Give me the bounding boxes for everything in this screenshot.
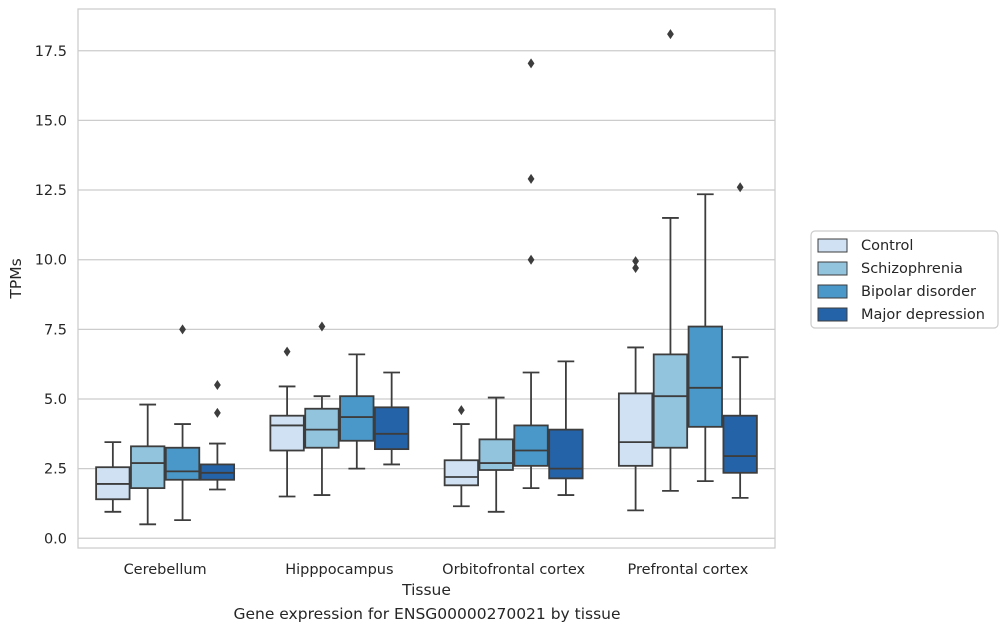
legend-item: Bipolar disorder: [817, 284, 976, 300]
outlier-point: [318, 321, 326, 332]
category-group: [269, 321, 410, 498]
iqr-box: [548, 428, 584, 480]
y-axis-label: TPMs: [7, 258, 25, 299]
legend: Control Schizophrenia Bipolar disorder Majo…: [810, 230, 999, 329]
iqr-box: [374, 406, 410, 451]
box-control: [95, 441, 131, 513]
y-tick-label: 5.0: [44, 392, 67, 408]
outlier-point: [632, 263, 639, 274]
box-major-depression: [722, 182, 758, 499]
y-tick-label: 2.5: [44, 462, 67, 478]
box-schizophrenia: [130, 403, 166, 526]
outlier-point: [736, 182, 744, 193]
box-bipolar-disorder: [339, 353, 375, 470]
figure-caption: Gene expression for ENSG00000270021 by t…: [233, 605, 621, 623]
box-groups: [95, 29, 758, 526]
iqr-box: [617, 392, 654, 467]
legend-item: Control: [817, 238, 913, 254]
x-tick-label: Orbitofrontal cortex: [442, 562, 585, 578]
legend-label: Bipolar disorder: [861, 284, 976, 300]
outlier-point: [179, 324, 186, 335]
y-axis-ticks: 0.0 2.5 5.0 7.5 10.0 12.5 15.0 17.5: [35, 44, 67, 547]
y-tick-label: 7.5: [44, 322, 67, 338]
boxplot-chart: 0.0 2.5 5.0 7.5 10.0 12.5 15.0 17.5 Cerebellum H…: [7, 8, 999, 599]
iqr-box: [339, 395, 375, 442]
legend-frame: [810, 230, 999, 329]
legend-label: Major depression: [861, 307, 985, 323]
legend-label: Schizophrenia: [861, 261, 963, 277]
x-tick-label: Prefrontal cortex: [627, 562, 748, 578]
outlier-point: [457, 405, 465, 416]
category-group: [443, 58, 584, 513]
box-control: [269, 346, 305, 498]
iqr-box: [164, 446, 201, 481]
box-major-depression: [548, 360, 584, 496]
box-control: [443, 405, 479, 508]
category-group: [617, 29, 758, 512]
legend-label: Control: [861, 238, 913, 254]
iqr-box: [722, 414, 758, 474]
outlier-point: [214, 407, 221, 418]
iqr-box: [269, 414, 305, 452]
box-schizophrenia: [652, 29, 689, 492]
x-tick-label: Hipppocampus: [285, 562, 393, 578]
x-axis-ticks: Cerebellum Hipppocampus Orbitofrontal cort…: [124, 562, 749, 578]
box-control: [617, 256, 654, 512]
outlier-point: [667, 29, 674, 40]
outlier-point: [527, 254, 535, 265]
iqr-box: [130, 445, 166, 490]
outlier-point: [632, 256, 639, 267]
box-major-depression: [199, 380, 236, 491]
legend-item: Major depression: [817, 307, 985, 323]
legend-swatch: [817, 238, 848, 253]
legend-item: Schizophrenia: [817, 261, 963, 277]
outlier-point: [214, 380, 221, 391]
outlier-point: [527, 58, 535, 69]
iqr-box: [304, 407, 340, 449]
box-major-depression: [374, 371, 410, 466]
iqr-box: [513, 424, 549, 467]
outlier-point: [527, 173, 535, 184]
y-tick-label: 17.5: [35, 44, 67, 60]
category-group: [95, 324, 236, 526]
box-bipolar-disorder: [513, 58, 549, 490]
box-bipolar-disorder: [164, 324, 201, 522]
outlier-point: [283, 346, 291, 357]
y-tick-label: 12.5: [35, 183, 67, 199]
box-schizophrenia: [304, 321, 340, 496]
legend-swatch: [817, 261, 848, 276]
x-axis-label: Tissue: [401, 581, 451, 599]
iqr-box: [652, 353, 689, 449]
box-bipolar-disorder: [687, 193, 723, 483]
y-tick-label: 15.0: [35, 113, 67, 129]
y-tick-label: 0.0: [44, 531, 67, 547]
iqr-box: [478, 438, 514, 471]
plot-frame: [77, 8, 776, 549]
legend-swatch: [817, 307, 848, 322]
box-schizophrenia: [478, 396, 514, 513]
iqr-box: [687, 325, 723, 428]
legend-swatch: [817, 284, 848, 299]
y-tick-label: 10.0: [35, 253, 67, 269]
iqr-box: [443, 459, 479, 487]
x-tick-label: Cerebellum: [124, 562, 207, 578]
